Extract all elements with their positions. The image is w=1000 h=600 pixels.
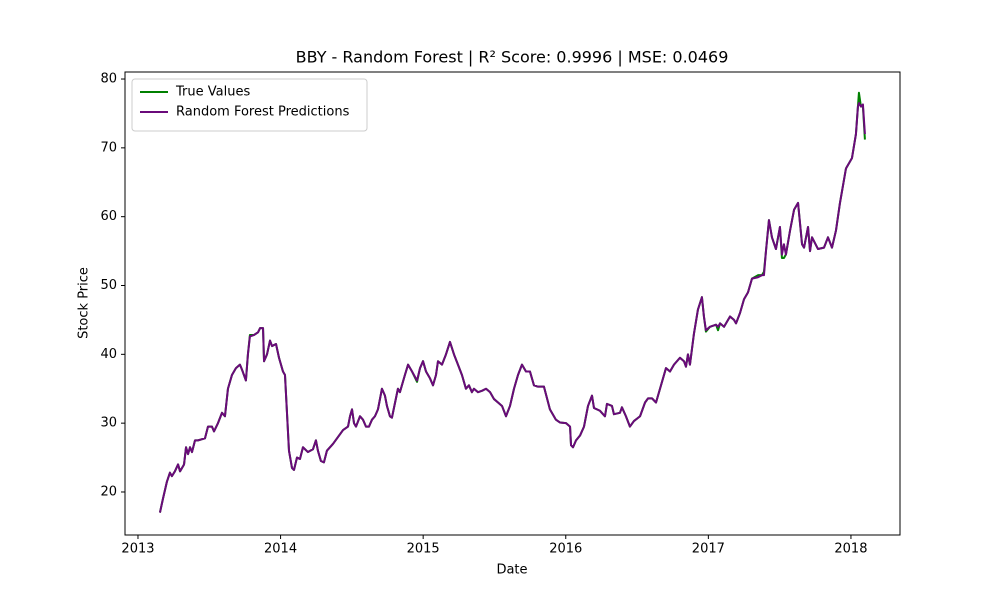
y-axis-label: Stock Price	[77, 267, 92, 339]
series-line	[158, 102, 866, 513]
y-tick-label: 30	[100, 416, 117, 431]
y-tick-label: 70	[100, 140, 117, 155]
legend-label: True Values	[175, 85, 250, 100]
x-tick-label: 2013	[121, 542, 154, 557]
y-tick-label: 60	[100, 209, 117, 224]
x-tick-label: 2016	[549, 542, 582, 557]
y-tick-label: 50	[100, 278, 117, 293]
legend-label: Random Forest Predictions	[176, 105, 350, 120]
y-tick-label: 20	[100, 484, 117, 499]
x-axis-label: Date	[496, 563, 527, 578]
chart-title: BBY - Random Forest | R² Score: 0.9996 |…	[296, 48, 729, 67]
x-tick-label: 2018	[834, 542, 867, 557]
x-tick-label: 2014	[264, 542, 297, 557]
x-tick-label: 2017	[692, 542, 725, 557]
y-tick-label: 80	[100, 72, 117, 87]
y-tick-label: 40	[100, 347, 117, 362]
legend-box	[131, 78, 368, 132]
plot-frame	[124, 71, 901, 536]
x-tick-label: 2015	[407, 542, 440, 557]
